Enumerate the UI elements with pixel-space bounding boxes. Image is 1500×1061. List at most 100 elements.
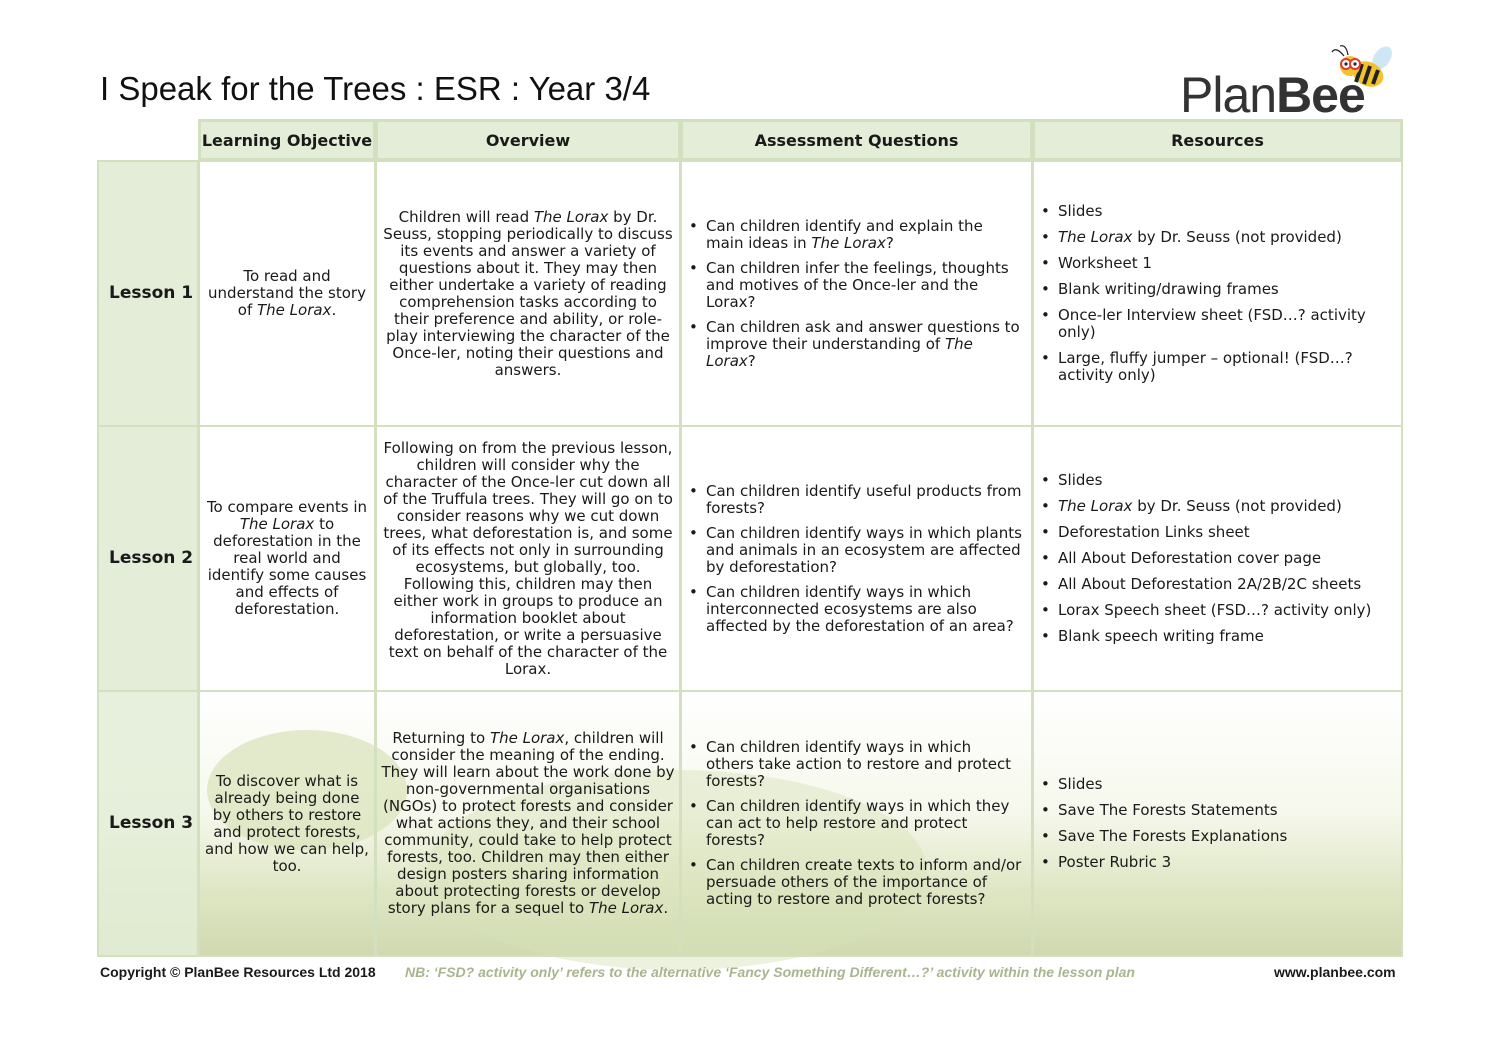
text-segment: To discover what is already being done b…: [205, 771, 369, 875]
italic-title: The Lorax: [239, 515, 315, 533]
italic-title: The Lorax: [706, 334, 973, 370]
italic-title: The Lorax: [1058, 497, 1133, 515]
resource-list: Slides The Lorax by Dr. Seuss (not provid…: [1036, 194, 1395, 393]
text-segment: Slides: [1058, 775, 1103, 793]
objective-text: To discover what is already being done b…: [204, 771, 370, 875]
overview: Children will read The Lorax by Dr. Seus…: [375, 160, 681, 427]
overview-text: Returning to The Lorax, children will co…: [381, 730, 675, 917]
overview: Returning to The Lorax, children will co…: [375, 690, 681, 957]
resource-item: Poster Rubric 3: [1036, 853, 1395, 872]
text-segment: Can children identify ways in which plan…: [706, 523, 1022, 576]
assessment-questions: Can children identify and explain the ma…: [680, 160, 1033, 427]
resource-item: All About Deforestation 2A/2B/2C sheets: [1036, 576, 1395, 594]
resource-item: The Lorax by Dr. Seuss (not provided): [1036, 228, 1395, 247]
planbee-logo: PlanBee: [1180, 40, 1410, 123]
lesson-label: Lesson 3: [97, 690, 199, 957]
italic-title: The Lorax: [489, 729, 565, 747]
text-segment: Poster Rubric 3: [1058, 853, 1172, 871]
text-segment: Blank writing/drawing frames: [1058, 280, 1279, 298]
text-segment: Once-ler Interview sheet (FSD…? activity…: [1058, 306, 1366, 341]
lesson-plan-table: Learning Objective Overview Assessment Q…: [97, 119, 1403, 957]
resource-item: All About Deforestation cover page: [1036, 549, 1395, 568]
question-item: Can children ask and answer questions to…: [684, 317, 1023, 370]
logo-text-light: Plan: [1180, 67, 1277, 123]
text-segment: Can children ask and answer questions to…: [706, 317, 1020, 353]
text-segment: .: [663, 899, 669, 917]
lesson-label: Lesson 2: [97, 425, 199, 692]
text-segment: Can children identify ways in which they…: [706, 797, 1010, 849]
page-title: I Speak for the Trees : ESR : Year 3/4: [100, 70, 651, 107]
learning-objective: To discover what is already being done b…: [198, 690, 376, 957]
resource-item: Deforestation Links sheet: [1036, 524, 1395, 542]
fsd-note: NB: ‘FSD? activity only’ refers to the a…: [405, 964, 1135, 980]
resource-list: Slides Save The Forests Statements Save Th…: [1036, 767, 1395, 880]
resource-item: Slides: [1036, 471, 1395, 490]
header-resources: Resources: [1032, 119, 1403, 161]
resource-item: Large, fluffy jumper – optional! (FSD…? …: [1036, 350, 1395, 384]
resource-item: Save The Forests Statements: [1036, 801, 1395, 820]
text-segment: .: [331, 301, 337, 319]
text-segment: All About Deforestation cover page: [1058, 549, 1322, 567]
overview: Following on from the previous lesson, c…: [375, 425, 681, 692]
text-segment: ?: [747, 351, 756, 370]
italic-title: The Lorax: [257, 301, 332, 319]
text-segment: Following on from the previous lesson, c…: [383, 438, 673, 678]
italic-title: The Lorax: [588, 899, 664, 917]
text-segment: Save The Forests Explanations: [1058, 827, 1288, 845]
resource-item: Blank writing/drawing frames: [1036, 280, 1395, 299]
header-overview: Overview: [375, 119, 681, 161]
header-learning-objective: Learning Objective: [198, 119, 376, 161]
copyright: Copyright © PlanBee Resources Ltd 2018: [100, 964, 376, 980]
italic-title: The Lorax: [533, 207, 609, 226]
assessment-questions: Can children identify ways in which othe…: [680, 690, 1033, 957]
question-item: Can children infer the feelings, thought…: [684, 258, 1023, 311]
resource-item: Once-ler Interview sheet (FSD…? activity…: [1036, 307, 1395, 341]
text-segment: , children will consider the meaning of …: [381, 729, 675, 917]
objective-text: To read and understand the story of The …: [204, 268, 370, 319]
logo-text-bold: Bee: [1276, 67, 1366, 123]
question-item: Can children identify ways in which plan…: [684, 523, 1023, 576]
text-segment: Can children infer the feelings, thought…: [706, 258, 1009, 311]
text-segment: Can children identify ways in which inte…: [706, 582, 1014, 635]
resource-item: Worksheet 1: [1036, 255, 1395, 273]
text-segment: to deforestation in the real world and i…: [207, 515, 367, 618]
text-segment: Blank speech writing frame: [1058, 627, 1264, 645]
question-list: Can children identify ways in which othe…: [684, 731, 1023, 916]
resources: Slides The Lorax by Dr. Seuss (not provid…: [1032, 160, 1403, 427]
learning-objective: To compare events in The Lorax to defore…: [198, 425, 376, 692]
objective-text: To compare events in The Lorax to defore…: [204, 499, 370, 618]
text-segment: by Dr. Seuss, stopping periodically to d…: [383, 207, 673, 379]
text-segment: Returning to: [392, 729, 490, 747]
resource-item: Slides: [1036, 203, 1395, 221]
resource-item: Slides: [1036, 775, 1395, 794]
resource-item: Lorax Speech sheet (FSD…? activity only): [1036, 601, 1395, 620]
text-segment: by Dr. Seuss (not provided): [1132, 497, 1342, 515]
text-segment: To compare events in: [206, 498, 368, 516]
question-item: Can children identify ways in which othe…: [684, 739, 1023, 790]
question-item: Can children identify ways in which inte…: [684, 582, 1023, 635]
text-segment: ?: [885, 233, 894, 252]
italic-title: The Lorax: [1058, 228, 1133, 246]
question-item: Can children identify ways in which they…: [684, 798, 1023, 849]
bee-icon: [1331, 45, 1392, 87]
text-segment: Slides: [1058, 471, 1103, 489]
text-segment: Save The Forests Statements: [1058, 801, 1278, 819]
header-assessment-questions: Assessment Questions: [680, 119, 1033, 161]
resource-item: The Lorax by Dr. Seuss (not provided): [1036, 497, 1395, 516]
lesson-label: Lesson 1: [97, 160, 199, 427]
overview-text: Children will read The Lorax by Dr. Seus…: [381, 207, 675, 379]
resource-item: Blank speech writing frame: [1036, 627, 1395, 646]
website-link[interactable]: www.planbee.com: [1274, 964, 1396, 980]
overview-text: Following on from the previous lesson, c…: [381, 438, 675, 678]
italic-title: The Lorax: [811, 233, 886, 252]
text-segment: Can children identify and explain the ma…: [706, 216, 983, 252]
text-segment: Can children identify useful products fr…: [706, 481, 1022, 517]
text-segment: Large, fluffy jumper – optional! (FSD…? …: [1058, 349, 1353, 384]
question-item: Can children identify and explain the ma…: [684, 216, 1023, 252]
question-item: Can children identify useful products fr…: [684, 481, 1023, 517]
resource-item: Save The Forests Explanations: [1036, 827, 1395, 846]
text-segment: Lorax Speech sheet (FSD…? activity only): [1058, 601, 1372, 619]
assessment-questions: Can children identify useful products fr…: [680, 425, 1033, 692]
question-list: Can children identify useful products fr…: [684, 475, 1023, 643]
text-segment: To read and understand the story of: [208, 267, 366, 319]
